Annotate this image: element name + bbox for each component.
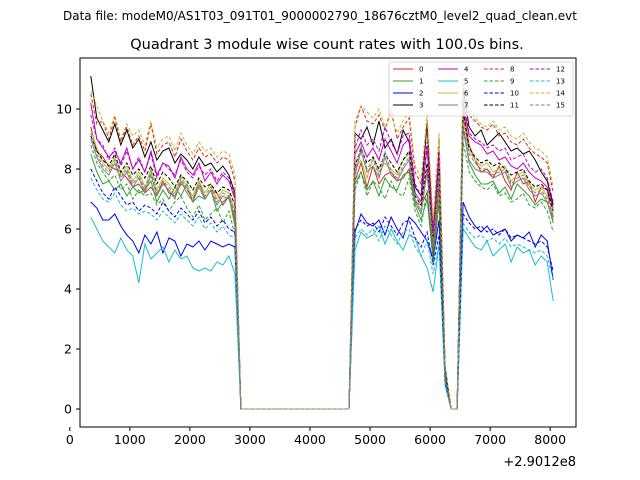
legend-label-8: 8 [510,66,514,74]
legend-frame [388,61,574,117]
legend-label-6: 6 [464,90,469,98]
legend-label-5: 5 [464,78,468,86]
x-tick-label: 7000 [474,432,506,447]
legend-label-13: 13 [556,78,565,86]
x-tick-label: 2000 [174,432,206,447]
x-tick-label: 5000 [354,432,386,447]
legend-label-1: 1 [419,78,423,86]
chart-title: Quadrant 3 module wise count rates with … [130,37,524,53]
plot-area-frame [79,57,577,428]
y-tick-label: 2 [64,342,72,357]
series-line-15 [90,123,554,410]
chart-suptitle: Data file: modeM0/AS1T03_091T01_90000027… [63,9,577,23]
legend-label-3: 3 [419,102,423,110]
x-tick-label: 1000 [114,432,146,447]
y-tick-label: 10 [56,102,72,117]
series-layer [90,75,554,410]
legend-label-14: 14 [556,90,565,98]
legend-label-12: 12 [556,66,565,74]
series-line-13 [90,177,554,410]
x-tick-label: 3000 [234,432,266,447]
y-tick-label: 0 [64,402,72,417]
legend-label-0: 0 [419,66,423,74]
legend-label-10: 10 [510,90,519,98]
x-tick-label: 8000 [534,432,566,447]
x-tick-label: 6000 [414,432,446,447]
y-tick-label: 8 [64,162,72,177]
legend-label-9: 9 [510,78,514,86]
legend-label-2: 2 [419,90,423,98]
axis-ticks: 0 1000 2000 3000 4000 5000 6000 7000 8000 0 2 4 6 8 10 [56,102,566,448]
legend-label-7: 7 [464,102,468,110]
legend-label-4: 4 [464,66,469,74]
x-offset-label: +2.9012e8 [503,455,576,470]
legend-label-15: 15 [556,102,565,110]
x-tick-label: 0 [66,432,74,447]
y-tick-label: 4 [64,282,72,297]
legend-label-11: 11 [510,102,519,110]
y-tick-label: 6 [64,222,72,237]
x-tick-label: 4000 [294,432,326,447]
series-line-10 [90,168,554,410]
